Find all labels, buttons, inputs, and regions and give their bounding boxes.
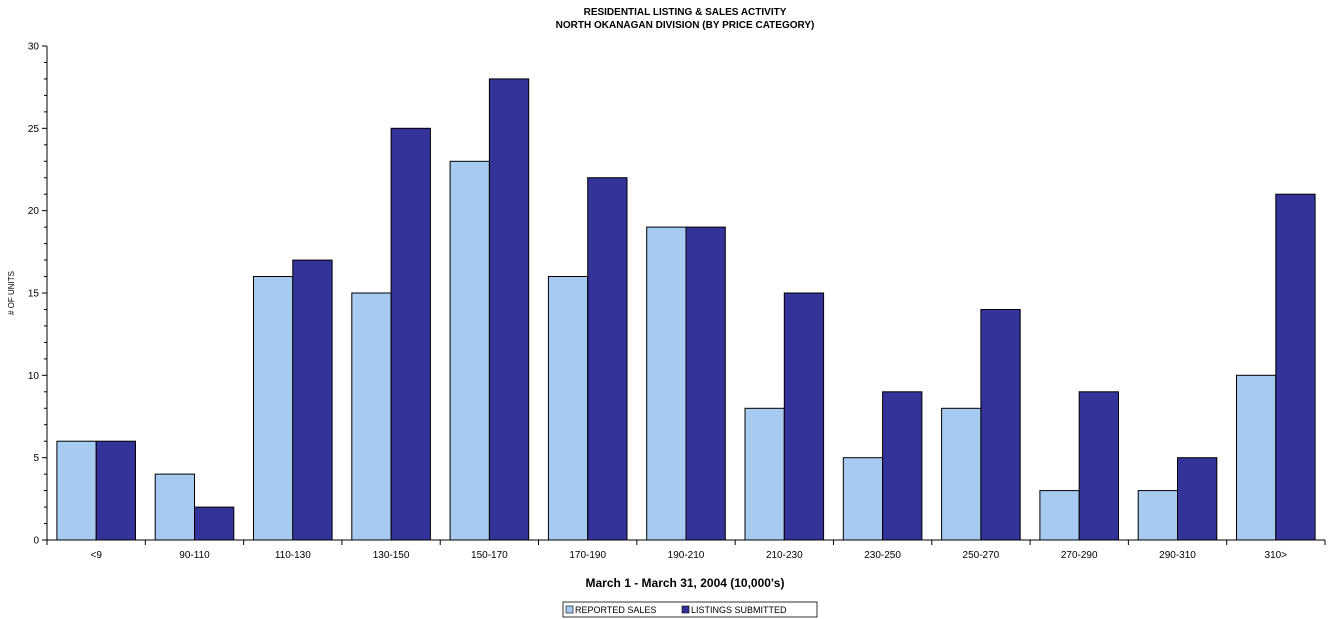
bar-reported-sales-3: [351, 292, 392, 541]
legend-swatch-listings-submitted: [681, 605, 690, 614]
x-tick-label: 90-110: [179, 550, 210, 561]
y-tick-label: 30: [28, 42, 40, 53]
x-axis-title: March 1 - March 31, 2004 (10,000's): [586, 576, 785, 590]
x-tick-label: 310>: [1265, 550, 1288, 561]
bar-listings-submitted-4: [488, 78, 530, 541]
bar-reported-sales-12: [1236, 374, 1277, 541]
bar-listings-submitted-11: [1177, 457, 1218, 541]
chart-subtitle: NORTH OKANAGAN DIVISION (BY PRICE CATEGO…: [556, 20, 815, 31]
y-tick-label: 5: [33, 453, 39, 464]
chart-title: RESIDENTIAL LISTING & SALES ACTIVITY: [584, 7, 787, 18]
bar-listings-submitted-8: [882, 391, 923, 541]
bar-reported-sales-9: [941, 407, 982, 541]
legend-label-listings-submitted: LISTINGS SUBMITTED: [691, 605, 787, 615]
bar-reported-sales-11: [1137, 490, 1178, 541]
bar-reported-sales-7: [744, 407, 785, 541]
bar-listings-submitted-0: [95, 440, 136, 541]
x-tick-label: <9: [90, 550, 102, 561]
bar-reported-sales-8: [842, 457, 884, 541]
x-tick-label: 130-150: [373, 550, 410, 561]
y-tick-label: 25: [28, 124, 40, 135]
y-tick-label: 15: [28, 289, 40, 300]
bar-listings-submitted-9: [980, 309, 1021, 541]
y-tick-label: 10: [28, 371, 40, 382]
x-tick-label: 250-270: [963, 550, 1000, 561]
bars-group: [56, 78, 1316, 541]
x-tick-label: 110-130: [275, 550, 311, 561]
x-tick-label: 190-210: [668, 550, 705, 561]
bar-reported-sales-4: [449, 160, 490, 541]
bar-listings-submitted-1: [194, 506, 235, 541]
x-tick-label: 210-230: [766, 550, 803, 561]
x-tick-label: 170-190: [569, 550, 606, 561]
legend-frame: [562, 601, 818, 618]
bar-reported-sales-5: [547, 276, 589, 541]
legend-swatch-reported-sales: [565, 605, 574, 614]
y-axis-title: # OF UNITS: [7, 271, 16, 315]
bar-listings-submitted-7: [783, 292, 825, 541]
bar-reported-sales-6: [646, 226, 687, 541]
x-tick-label: 150-170: [471, 550, 508, 561]
bar-reported-sales-0: [56, 440, 97, 541]
bar-listings-submitted-6: [685, 226, 726, 541]
y-tick-label: 20: [28, 206, 40, 217]
bar-listings-submitted-12: [1275, 193, 1316, 541]
bar-listings-submitted-10: [1078, 391, 1119, 541]
x-ticks-group: <9 90-110 110-130 130-150 150-170 170-190 190-…: [46, 540, 1326, 561]
x-tick-label: 230-250: [864, 550, 901, 561]
legend-label-reported-sales: REPORTED SALES: [575, 605, 656, 615]
bar-listings-submitted-5: [587, 177, 628, 541]
bar-reported-sales-2: [253, 276, 294, 541]
bar-listings-submitted-2: [292, 259, 333, 541]
bar-reported-sales-10: [1039, 490, 1080, 541]
bar-listings-submitted-3: [390, 127, 431, 541]
legend: REPORTED SALES LISTINGS SUBMITTED: [562, 601, 818, 618]
x-tick-label: 270-290: [1061, 550, 1098, 561]
x-tick-label: 290-310: [1159, 550, 1196, 561]
y-ticks-group: 0 5 10 15 20 25 30: [28, 42, 47, 547]
y-tick-label: 0: [33, 536, 39, 547]
bar-reported-sales-1: [154, 473, 195, 541]
